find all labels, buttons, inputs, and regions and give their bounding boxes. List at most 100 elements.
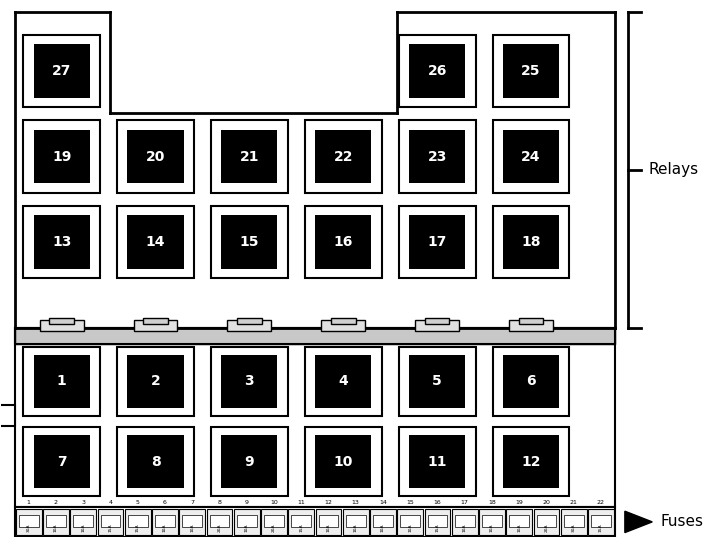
Text: 17: 17 — [461, 500, 469, 505]
Bar — [101, 515, 120, 527]
Bar — [509, 515, 529, 527]
Bar — [493, 121, 569, 193]
Text: 22: 22 — [597, 500, 605, 505]
Bar — [409, 44, 465, 98]
Bar — [399, 121, 476, 193]
Bar — [503, 44, 559, 98]
Bar — [211, 346, 288, 416]
Text: 16: 16 — [334, 235, 353, 249]
Bar — [415, 321, 459, 331]
Text: 2: 2 — [54, 500, 58, 505]
Text: 20A: 20A — [272, 523, 276, 532]
Text: 15A: 15A — [136, 523, 140, 532]
Text: 8: 8 — [151, 455, 160, 469]
Bar — [315, 216, 371, 269]
Text: 10A: 10A — [517, 523, 521, 532]
Bar — [23, 121, 100, 193]
Bar — [291, 515, 311, 527]
Text: 30A: 30A — [572, 523, 576, 532]
Text: 26: 26 — [427, 64, 447, 78]
Bar — [533, 509, 559, 535]
Bar — [493, 206, 569, 278]
Bar — [315, 509, 342, 535]
Bar — [234, 509, 260, 535]
Bar — [305, 427, 382, 497]
Text: 4: 4 — [339, 374, 348, 388]
Bar — [97, 509, 124, 535]
Bar — [398, 509, 423, 535]
Text: 11: 11 — [297, 500, 305, 505]
Bar — [315, 355, 371, 408]
Bar — [23, 35, 100, 107]
Text: 1: 1 — [27, 500, 31, 505]
Text: 30A: 30A — [27, 523, 31, 532]
Bar — [479, 509, 505, 535]
Bar — [305, 206, 382, 278]
Bar — [46, 515, 66, 527]
Text: 4: 4 — [109, 500, 112, 505]
Text: 15A: 15A — [599, 523, 603, 532]
Bar — [211, 121, 288, 193]
Text: 10: 10 — [334, 455, 353, 469]
Bar — [15, 328, 615, 507]
Text: 20: 20 — [542, 500, 550, 505]
Text: 20A: 20A — [217, 523, 222, 532]
Bar — [15, 328, 615, 344]
Text: 14: 14 — [146, 235, 165, 249]
Text: 7: 7 — [190, 500, 195, 505]
Text: Fuses: Fuses — [660, 514, 704, 529]
Bar — [15, 12, 615, 328]
Bar — [561, 509, 586, 535]
Bar — [33, 435, 89, 488]
Bar — [211, 427, 288, 497]
Bar — [400, 515, 420, 527]
Text: 8: 8 — [217, 500, 222, 505]
Text: 21: 21 — [569, 500, 578, 505]
Text: 22: 22 — [334, 150, 353, 164]
Bar — [493, 346, 569, 416]
Bar — [222, 130, 278, 183]
Bar — [509, 321, 553, 331]
Bar — [493, 427, 569, 497]
Bar — [117, 206, 194, 278]
Bar — [222, 355, 278, 408]
Bar — [0, 405, 15, 427]
Bar — [128, 355, 184, 408]
Text: 15: 15 — [240, 235, 259, 249]
Bar — [222, 435, 278, 488]
Text: 14: 14 — [379, 500, 387, 505]
Bar — [425, 509, 450, 535]
Text: 2: 2 — [151, 374, 160, 388]
Bar — [425, 318, 449, 323]
Text: 12: 12 — [521, 455, 541, 469]
Text: Relays: Relays — [649, 162, 699, 178]
Text: 10A: 10A — [327, 523, 330, 532]
Bar — [455, 515, 474, 527]
Bar — [40, 321, 84, 331]
Bar — [506, 509, 532, 535]
Text: 19: 19 — [52, 150, 72, 164]
Bar — [288, 509, 314, 535]
Bar — [16, 509, 42, 535]
Bar — [128, 130, 184, 183]
Bar — [19, 515, 38, 527]
Bar — [23, 427, 100, 497]
Text: 18: 18 — [488, 500, 496, 505]
Bar — [537, 515, 557, 527]
Bar — [482, 515, 502, 527]
Text: 15A: 15A — [299, 523, 303, 532]
Text: 23: 23 — [427, 150, 447, 164]
Bar — [264, 515, 284, 527]
Bar — [409, 216, 465, 269]
Text: 13: 13 — [52, 235, 72, 249]
Bar — [409, 355, 465, 408]
Bar — [503, 355, 559, 408]
Text: 5: 5 — [432, 374, 442, 388]
Bar — [373, 515, 393, 527]
Bar — [503, 435, 559, 488]
Text: 12: 12 — [324, 500, 332, 505]
Text: 10A: 10A — [190, 523, 195, 532]
Bar — [152, 509, 178, 535]
Bar — [179, 509, 205, 535]
Text: 10A: 10A — [381, 523, 385, 532]
